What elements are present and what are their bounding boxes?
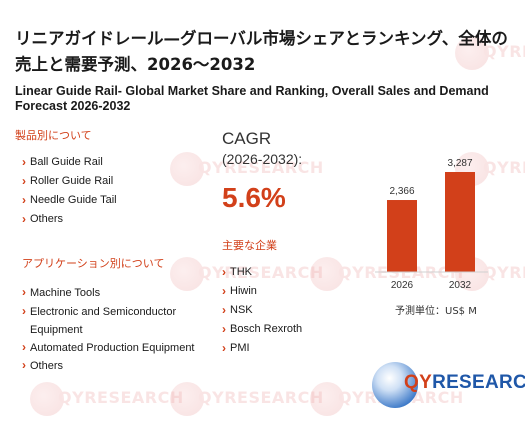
cagr-label: CAGR: [222, 129, 272, 148]
list-item: THK: [222, 265, 302, 285]
application-list: Machine Tools Electronic and Semiconduct…: [22, 283, 197, 376]
data-label-2032: 3,287: [447, 158, 472, 169]
watermark-globe-icon: [30, 382, 64, 416]
list-item: Hiwin: [222, 284, 302, 304]
list-item: Automated Production Equipment: [22, 338, 197, 357]
watermark-globe-icon: [310, 382, 344, 416]
bar-2026: [387, 200, 417, 272]
cagr-period: (2026-2032):: [222, 151, 303, 167]
forecast-bar-chart: 2,366 2026 3,287 2032: [375, 158, 488, 291]
list-item: Roller Guide Rail: [22, 174, 117, 194]
logo-text-research: RESEARCH: [432, 372, 525, 393]
list-item: Others: [22, 356, 197, 376]
product-section-heading: 製品別について: [15, 129, 92, 142]
watermark: QYRESEARCH: [170, 380, 323, 420]
data-label-2026: 2,366: [389, 186, 414, 197]
watermark: QYRESEARCH: [30, 380, 183, 420]
category-label-2032: 2032: [449, 280, 472, 291]
page-title-english: Linear Guide Rail- Global Market Share a…: [15, 84, 489, 113]
page-title-japanese: リニアガイドレール—グローバル市場シェアとランキング、全体の売上と需要予測、20…: [15, 29, 508, 74]
globe-icon: [372, 362, 418, 408]
unit-label: 予測単位：US$ M: [395, 306, 477, 317]
list-item: Electronic and Semiconductor Equipment: [22, 302, 197, 339]
category-label-2026: 2026: [391, 280, 414, 291]
watermark-globe-icon: [170, 152, 204, 186]
watermark-text: QYRESEARCH: [58, 388, 184, 407]
watermark-text: QYRESEARCH: [198, 388, 324, 407]
watermark-globe-icon: [170, 382, 204, 416]
qyresearch-logo: QYRESEARCH: [372, 362, 525, 412]
list-item: Ball Guide Rail: [22, 155, 117, 175]
application-section-heading: アプリケーション別について: [22, 257, 165, 270]
cagr-value: 5.6%: [222, 182, 286, 213]
watermark-globe-icon: [310, 257, 344, 291]
logo-text: QYRESEARCH: [404, 372, 525, 394]
companies-list: THK Hiwin NSK Bosch Rexroth PMI: [222, 265, 302, 361]
list-item: Machine Tools: [22, 283, 197, 303]
logo-text-qy: QY: [404, 372, 433, 393]
bar-2032: [445, 172, 475, 272]
list-item: PMI: [222, 341, 302, 361]
companies-section-heading: 主要な企業: [222, 239, 277, 252]
list-item: Bosch Rexroth: [222, 322, 302, 342]
list-item: NSK: [222, 303, 302, 323]
list-item: Others: [22, 212, 117, 232]
product-list: Ball Guide Rail Roller Guide Rail Needle…: [22, 155, 117, 232]
list-item: Needle Guide Tail: [22, 193, 117, 213]
